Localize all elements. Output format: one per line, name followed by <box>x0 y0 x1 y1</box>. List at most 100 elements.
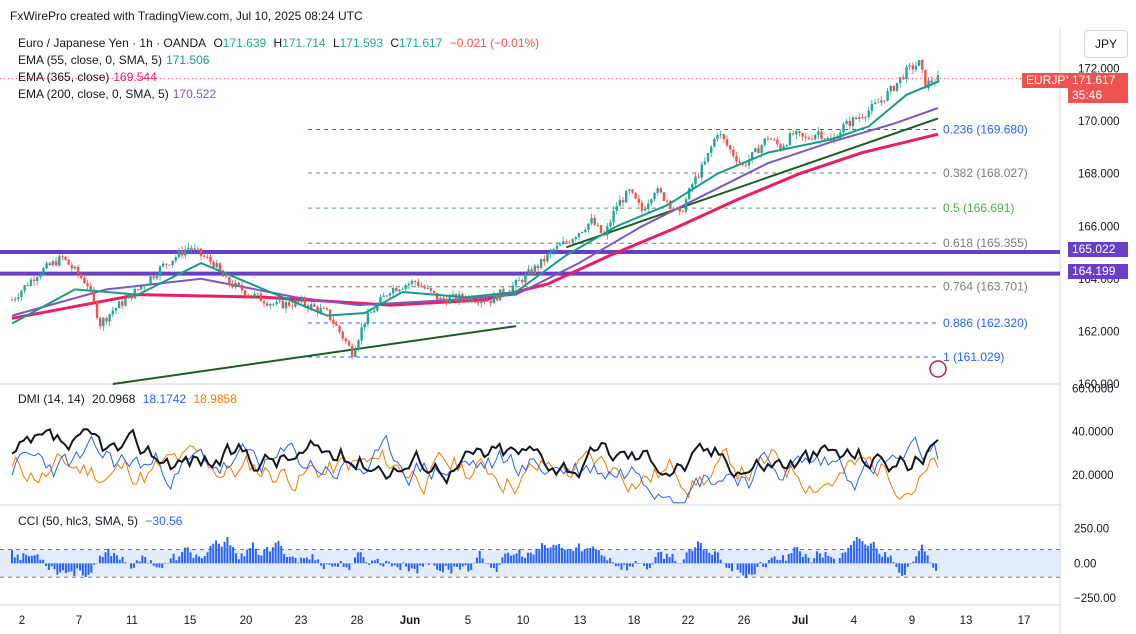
high-label: H <box>273 36 283 50</box>
price-axis-tick: 172.000 <box>1078 64 1120 76</box>
cci-bar <box>705 550 708 564</box>
candle-body <box>448 297 452 304</box>
candle-body <box>823 138 826 140</box>
cci-bar <box>186 547 189 564</box>
candle-body <box>401 288 404 290</box>
ema200-legend: EMA (200, close, 0, SMA, 5) 170.522 <box>18 86 220 102</box>
cci-bar <box>39 559 42 564</box>
candle-body <box>480 301 483 304</box>
candle-body <box>45 263 48 269</box>
cci-bar <box>688 548 691 564</box>
cci-bar <box>359 552 362 564</box>
cci-bar <box>84 563 87 577</box>
cci-bar <box>886 557 889 564</box>
cci-bar <box>212 543 215 564</box>
cci-bar <box>878 553 881 564</box>
open-value: 171.639 <box>222 36 267 50</box>
fib-level-label: 0.886 (162.320) <box>943 316 1028 330</box>
cci-bar <box>529 552 532 564</box>
candle-body <box>747 159 751 166</box>
cci-bar <box>799 551 802 564</box>
candle-body <box>332 319 335 324</box>
candle-body <box>681 211 685 213</box>
candle-body <box>514 279 518 286</box>
cci-bar <box>158 563 161 568</box>
candle-body <box>259 293 263 302</box>
fib-level-label: 0.382 (168.027) <box>943 166 1028 180</box>
candle-body <box>492 294 496 304</box>
cci-label: CCI (50, hlc3, SMA, 5) <box>18 514 139 528</box>
candle-body <box>546 254 549 262</box>
cci-bar <box>141 555 144 564</box>
candle-body <box>476 301 480 304</box>
cci-bar <box>356 552 359 564</box>
candle-body <box>161 263 165 267</box>
candle-body <box>284 302 288 309</box>
cci-bar <box>847 547 850 564</box>
candle-body <box>108 314 111 322</box>
candle-body <box>684 199 688 212</box>
candle-body <box>146 283 149 286</box>
candle-body <box>155 276 159 279</box>
cci-bar <box>382 563 385 567</box>
candle-body <box>807 137 811 139</box>
candle-body <box>593 217 596 225</box>
candle-body <box>139 286 143 290</box>
cci-bar <box>336 563 339 567</box>
candle-body <box>883 100 886 102</box>
candle-body <box>694 176 697 185</box>
candle-body <box>486 300 489 302</box>
close-label: C <box>390 36 400 50</box>
cci-bar <box>597 550 600 564</box>
cci-bar <box>135 560 138 564</box>
candle-body <box>158 266 162 277</box>
candle-body <box>574 237 577 240</box>
cci-bar <box>501 557 504 564</box>
cci-bar <box>634 560 637 564</box>
cci-bar <box>115 555 118 564</box>
cci-bar <box>353 557 356 564</box>
cci-bar <box>662 558 665 564</box>
candle-body <box>42 268 45 275</box>
candle-body <box>599 225 603 233</box>
cci-bar <box>804 553 807 564</box>
date-axis-tick: 5 <box>465 615 471 627</box>
candle-body <box>117 301 121 309</box>
cci-bar <box>393 563 396 566</box>
candle-body <box>92 289 96 302</box>
cci-bar <box>101 556 104 564</box>
cci-bar <box>521 556 524 564</box>
cci-bar <box>121 556 124 564</box>
candle-body <box>552 249 555 252</box>
cci-bar <box>563 549 566 564</box>
cci-bar <box>407 563 410 572</box>
cci-bar <box>538 549 541 564</box>
cci-bar <box>331 563 334 567</box>
cci-bar <box>858 538 861 564</box>
candle-body <box>899 77 902 83</box>
cci-bar <box>362 557 365 564</box>
candle-body <box>647 203 650 209</box>
cci-bar <box>810 562 813 564</box>
candle-body <box>624 190 628 203</box>
candle-body <box>436 292 439 300</box>
ema55-legend: EMA (55, close, 0, SMA, 5) 171.506 <box>18 52 213 68</box>
cci-bar <box>53 563 56 570</box>
candle-body <box>489 300 492 304</box>
cci-bar <box>682 559 685 564</box>
cci-bar <box>782 555 785 564</box>
cci-bar <box>487 563 490 565</box>
cci-bar <box>104 552 107 564</box>
candle-body <box>83 277 86 284</box>
cci-bar <box>314 560 317 564</box>
candle-body <box>511 285 514 292</box>
cci-bar <box>161 563 164 568</box>
cci-bar <box>467 563 470 572</box>
candle-body <box>61 256 64 258</box>
candle-body <box>124 298 127 306</box>
cci-bar <box>821 557 824 564</box>
cci-bar <box>518 549 521 564</box>
candle-body <box>691 184 694 189</box>
currency-button[interactable]: JPY <box>1084 30 1128 58</box>
